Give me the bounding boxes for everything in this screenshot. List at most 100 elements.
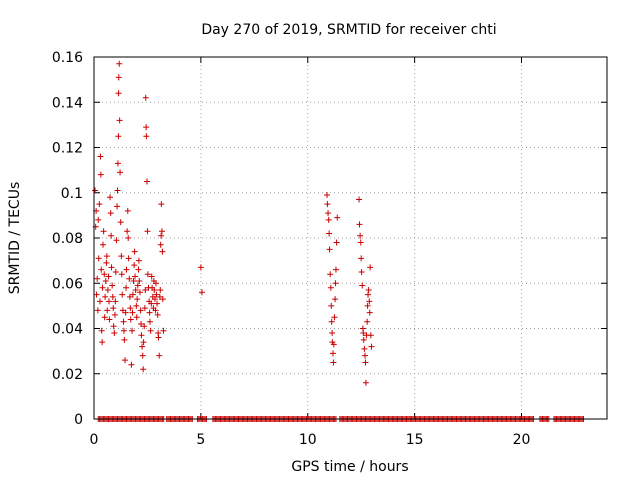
data-point — [98, 266, 105, 273]
y-axis-label: SRMTID / TECUs — [7, 182, 23, 295]
data-point — [356, 196, 363, 203]
data-points — [92, 60, 587, 422]
data-point — [157, 241, 164, 248]
data-point — [114, 203, 121, 210]
data-point — [130, 277, 137, 284]
data-point — [356, 221, 363, 228]
data-point — [361, 345, 368, 352]
data-point — [113, 237, 120, 244]
data-point — [358, 255, 365, 262]
data-point — [137, 307, 144, 314]
data-point — [333, 239, 340, 246]
data-point — [125, 255, 132, 262]
data-point — [367, 264, 374, 271]
data-point — [96, 298, 103, 305]
data-point — [329, 350, 336, 357]
x-axis-label: GPS time / hours — [291, 459, 408, 475]
data-point — [141, 305, 148, 312]
data-point — [102, 293, 109, 300]
data-point — [99, 339, 106, 346]
data-point — [135, 257, 142, 264]
data-point — [94, 275, 101, 282]
data-point — [109, 293, 116, 300]
data-point — [120, 318, 127, 325]
data-point — [132, 273, 139, 280]
data-point — [152, 280, 159, 287]
data-point — [112, 268, 119, 275]
data-point — [94, 307, 101, 314]
data-point — [366, 309, 373, 316]
y-tick-label: 0.1 — [61, 186, 83, 202]
data-point — [131, 248, 138, 255]
data-point — [125, 235, 132, 241]
data-point — [105, 298, 112, 305]
data-point — [366, 298, 373, 305]
data-point — [110, 323, 117, 330]
data-point — [147, 327, 154, 334]
data-point — [357, 232, 364, 239]
data-point — [154, 311, 161, 318]
data-point — [106, 316, 113, 323]
y-tick-label: 0 — [74, 412, 83, 428]
data-point — [141, 323, 148, 330]
data-point — [115, 74, 122, 81]
data-point — [98, 327, 105, 334]
y-tick-label: 0.14 — [52, 95, 83, 111]
data-point — [95, 216, 102, 223]
data-point — [147, 318, 154, 325]
data-point — [159, 248, 166, 255]
data-point — [111, 311, 118, 318]
data-point — [160, 327, 167, 334]
data-point — [118, 271, 125, 278]
data-point — [364, 318, 371, 325]
data-point — [99, 241, 106, 248]
data-point — [136, 277, 143, 284]
data-point — [152, 307, 159, 314]
data-point — [144, 228, 151, 235]
y-tick-label: 0.16 — [52, 50, 83, 66]
data-point — [92, 187, 99, 194]
data-point — [328, 318, 335, 325]
x-tick-label: 20 — [513, 432, 531, 448]
data-point — [103, 259, 110, 266]
data-point — [138, 332, 145, 339]
data-point — [108, 264, 115, 271]
data-point — [332, 296, 339, 303]
data-point — [198, 289, 205, 296]
data-point — [360, 330, 367, 337]
data-point — [102, 277, 109, 284]
data-point — [327, 284, 334, 291]
y-tick-label: 0.08 — [52, 231, 83, 247]
plot-frame — [93, 56, 608, 420]
data-point — [143, 124, 150, 131]
data-point — [123, 284, 130, 291]
x-tick-label: 10 — [299, 432, 317, 448]
data-point — [327, 271, 334, 278]
data-point — [129, 327, 136, 334]
data-point — [131, 262, 138, 269]
data-point — [124, 207, 131, 214]
data-point — [148, 300, 155, 307]
data-point — [129, 309, 136, 316]
data-point — [148, 273, 155, 280]
data-point — [121, 336, 128, 343]
data-point — [357, 239, 364, 246]
data-point — [116, 60, 123, 67]
y-tick-label: 0.12 — [52, 141, 83, 157]
y-tick-label: 0.02 — [52, 367, 83, 383]
data-point — [146, 309, 153, 316]
data-point — [138, 320, 145, 327]
data-point — [144, 178, 151, 185]
data-point — [140, 366, 147, 373]
data-point — [124, 228, 131, 235]
data-point — [151, 287, 158, 294]
data-point — [142, 94, 149, 101]
data-point — [368, 343, 375, 350]
data-point — [99, 284, 106, 291]
data-point — [105, 273, 112, 280]
data-point — [127, 316, 134, 323]
data-point — [134, 296, 141, 303]
data-point — [107, 210, 114, 217]
data-point — [104, 307, 111, 314]
data-point — [112, 298, 119, 305]
